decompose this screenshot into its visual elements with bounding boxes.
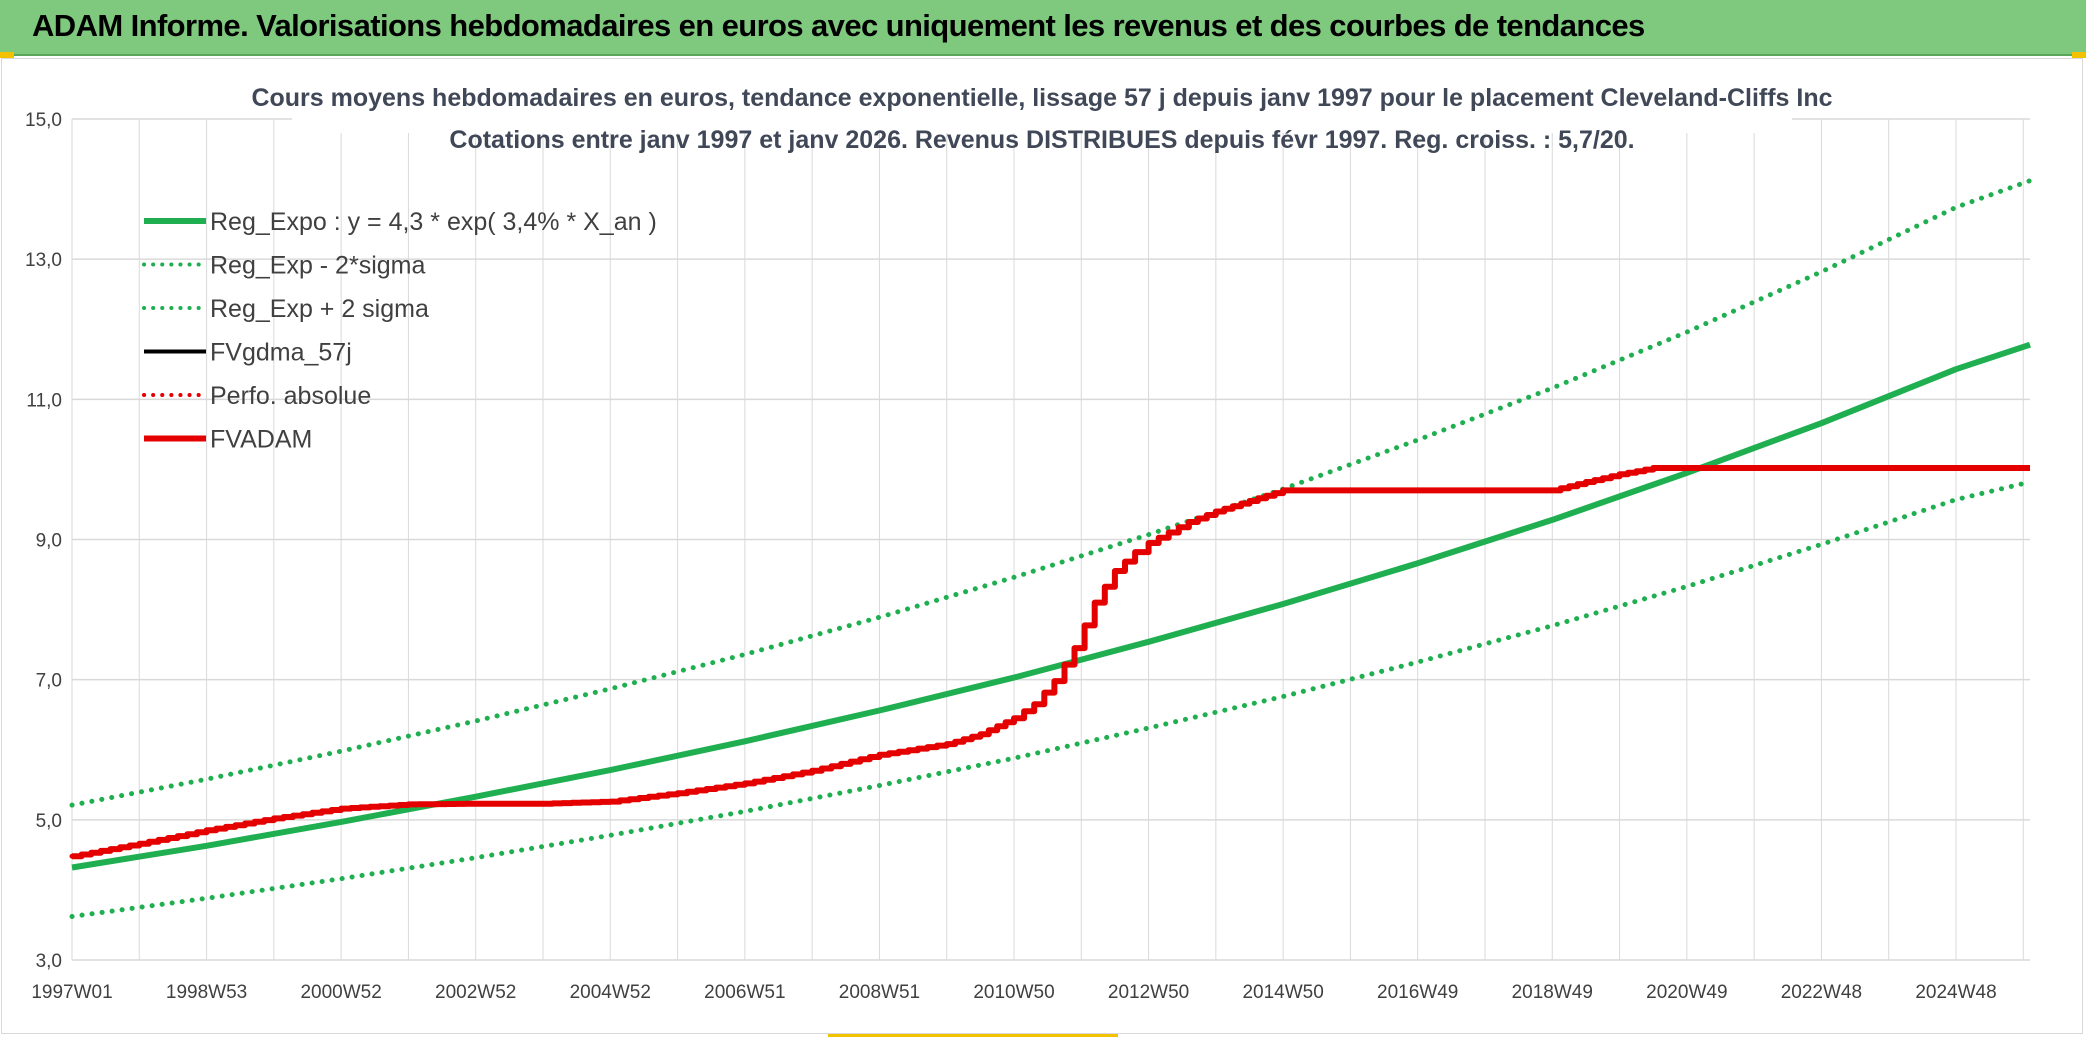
chart-title-line2: Cotations entre janv 1997 et janv 2026. … bbox=[449, 126, 1634, 154]
y-tick-label: 9,0 bbox=[36, 531, 62, 552]
series-line-reg-expo-y-4-3-exp-3-4-x-an bbox=[71, 341, 2031, 871]
title-background bbox=[292, 65, 1792, 133]
x-tick-label: 2000W52 bbox=[300, 982, 381, 1003]
x-tick-label: 2012W50 bbox=[1108, 982, 1189, 1003]
legend-label-reg-expo-y-4-3-exp-3-4-x-an: Reg_Expo : y = 4,3 * exp( 3,4% * X_an ) bbox=[210, 208, 657, 236]
x-tick-label: 2024W48 bbox=[1915, 982, 1996, 1003]
grid-layer bbox=[71, 118, 2030, 961]
series-line-perfo-absolue bbox=[69, 465, 2033, 859]
chart-area: 3,0 5,0 7,0 9,0 11,0 13,0 15,0 1997W01 1998W53 20… bbox=[1, 58, 2083, 1034]
x-tick-label: 2016W49 bbox=[1377, 982, 1458, 1003]
series-line-fvgdma-57j bbox=[71, 466, 2030, 858]
bottom-marker bbox=[828, 1034, 1118, 1037]
header-bar: ADAM Informe. Valorisations hebdomadaire… bbox=[0, 0, 2086, 56]
legend-label-reg-exp-2-sigma: Reg_Exp - 2*sigma bbox=[210, 252, 425, 280]
chart-title: Cours moyens hebdomadaires en euros, ten… bbox=[251, 65, 1833, 154]
corner-marker-right bbox=[2072, 52, 2086, 58]
y-tick-label: 13,0 bbox=[25, 250, 62, 271]
x-tick-label: 2008W51 bbox=[839, 982, 920, 1003]
series-line-fvadam bbox=[71, 465, 2030, 860]
x-tick-label: 1998W53 bbox=[166, 982, 247, 1003]
x-tick-label: 2022W48 bbox=[1781, 982, 1862, 1003]
x-tick-label: 2004W52 bbox=[570, 982, 651, 1003]
chart-svg: 3,0 5,0 7,0 9,0 11,0 13,0 15,0 1997W01 1998W53 20… bbox=[25, 65, 2033, 1003]
x-tick-label: 1997W01 bbox=[31, 982, 112, 1003]
y-tick-label: 3,0 bbox=[36, 951, 62, 972]
x-tick-label: 2014W50 bbox=[1242, 982, 1323, 1003]
x-tick-label: 2010W50 bbox=[973, 982, 1054, 1003]
y-tick-label: 7,0 bbox=[36, 671, 62, 692]
legend-label-reg-exp-2-sigma: Reg_Exp + 2 sigma bbox=[210, 295, 429, 323]
series-line-reg-exp-2-sigma bbox=[69, 178, 2033, 808]
legend: Reg_Expo : y = 4,3 * exp( 3,4% * X_an ) R… bbox=[142, 208, 657, 454]
chart-title-line1: Cours moyens hebdomadaires en euros, ten… bbox=[251, 84, 1832, 112]
x-tick-label: 2020W49 bbox=[1646, 982, 1727, 1003]
x-tick-label: 2002W52 bbox=[435, 982, 516, 1003]
x-tick-label: 2006W51 bbox=[704, 982, 785, 1003]
x-tick-label: 2018W49 bbox=[1512, 982, 1593, 1003]
series-line-reg-exp-2-sigma bbox=[69, 479, 2033, 919]
y-tick-label: 15,0 bbox=[25, 110, 62, 131]
y-tick-label: 5,0 bbox=[36, 811, 62, 832]
page-title: ADAM Informe. Valorisations hebdomadaire… bbox=[32, 8, 1645, 43]
corner-marker-left bbox=[0, 52, 14, 58]
legend-label-fvadam: FVADAM bbox=[210, 426, 312, 454]
series-layer bbox=[69, 178, 2033, 919]
legend-label-perfo-absolue: Perfo. absolue bbox=[210, 382, 371, 410]
legend-label-fvgdma-57j: FVgdma_57j bbox=[210, 339, 352, 367]
y-tick-label: 11,0 bbox=[26, 390, 62, 411]
axis-layer: 3,0 5,0 7,0 9,0 11,0 13,0 15,0 1997W01 1998W53 20… bbox=[25, 110, 1997, 1003]
